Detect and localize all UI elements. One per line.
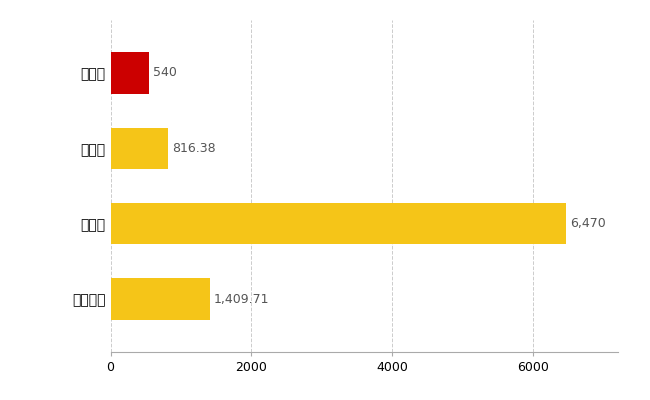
Text: 816.38: 816.38 [172,142,216,155]
Text: 1,409.71: 1,409.71 [214,293,270,306]
Text: 6,470: 6,470 [570,217,606,230]
Bar [111,128,168,169]
Bar [111,203,566,244]
Text: 540: 540 [153,66,177,79]
Bar [111,278,210,320]
Bar [111,52,148,94]
